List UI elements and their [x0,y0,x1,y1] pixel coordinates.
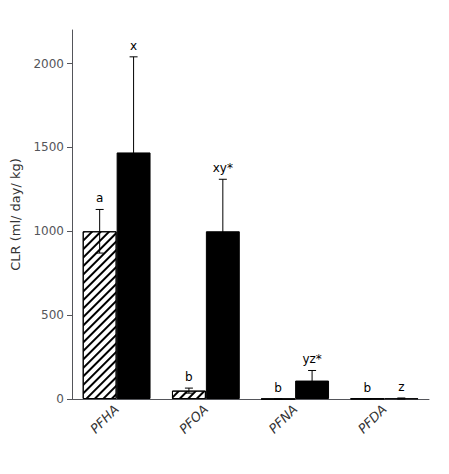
svg-text:1500: 1500 [33,140,64,154]
svg-text:b: b [364,381,372,395]
svg-text:PFNA: PFNA [266,402,301,437]
svg-text:b: b [274,381,282,395]
svg-text:z: z [398,380,404,394]
svg-text:a: a [96,191,103,205]
svg-text:2000: 2000 [33,57,64,71]
svg-text:0: 0 [56,392,64,406]
svg-text:PFDA: PFDA [355,402,390,437]
svg-text:xy*: xy* [213,161,233,175]
svg-text:b: b [185,370,193,384]
svg-text:x: x [130,39,137,53]
svg-text:500: 500 [41,308,64,322]
svg-text:1000: 1000 [33,224,64,238]
svg-text:PFOA: PFOA [176,402,211,437]
svg-text:PFHA: PFHA [87,402,122,437]
svg-text:CLR (ml/ day/ kg): CLR (ml/ day/ kg) [8,158,23,271]
svg-text:yz*: yz* [302,352,321,366]
